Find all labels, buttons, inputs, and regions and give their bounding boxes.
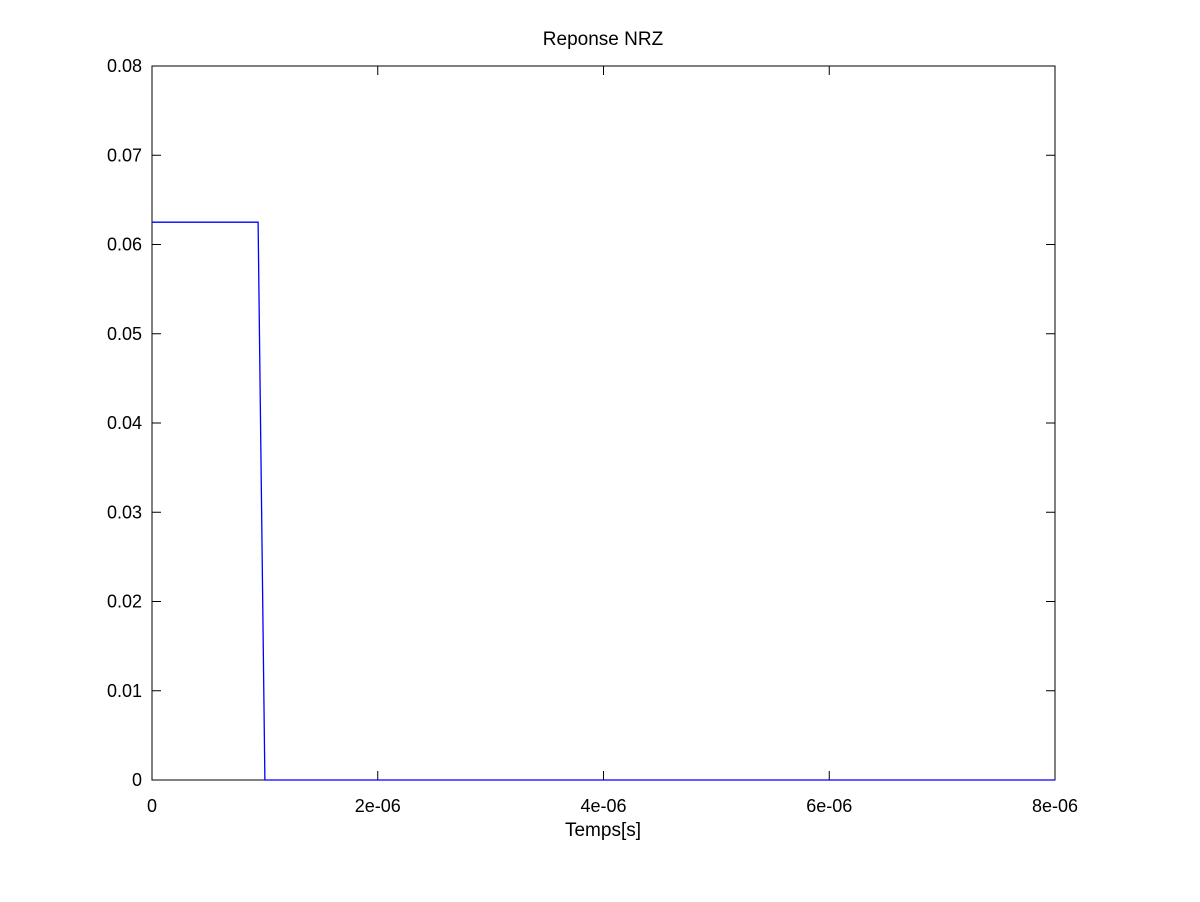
series-layer — [152, 221, 1055, 781]
plot-frame — [151, 65, 1056, 781]
x-tick-label: 6e-06 — [806, 796, 852, 816]
y-tick-label: 0.07 — [107, 145, 142, 165]
x-tick-labels: 0 2e-06 4e-06 6e-06 8e-06 — [147, 796, 1078, 816]
y-tick-label: 0.02 — [107, 592, 142, 612]
y-tick-label: 0.01 — [107, 681, 142, 701]
series-line — [152, 221, 1055, 781]
y-tick-label: 0.05 — [107, 324, 142, 344]
y-tick-label: 0.04 — [107, 413, 142, 433]
chart-title: Reponse NRZ — [543, 29, 664, 50]
axis-ticks — [151, 65, 1056, 781]
y-tick-labels: 0 0.01 0.02 0.03 0.04 0.05 0.06 0.07 0.08 — [107, 56, 142, 790]
y-tick-label: 0.08 — [107, 56, 142, 76]
x-tick-label: 0 — [147, 796, 157, 816]
y-tick-label: 0.06 — [107, 235, 142, 255]
y-tick-label: 0.03 — [107, 502, 142, 522]
x-tick-label: 8e-06 — [1032, 796, 1078, 816]
x-tick-label: 4e-06 — [580, 796, 626, 816]
x-axis-label: Temps[s] — [565, 820, 641, 841]
y-tick-label: 0 — [132, 770, 142, 790]
x-tick-label: 2e-06 — [355, 796, 401, 816]
